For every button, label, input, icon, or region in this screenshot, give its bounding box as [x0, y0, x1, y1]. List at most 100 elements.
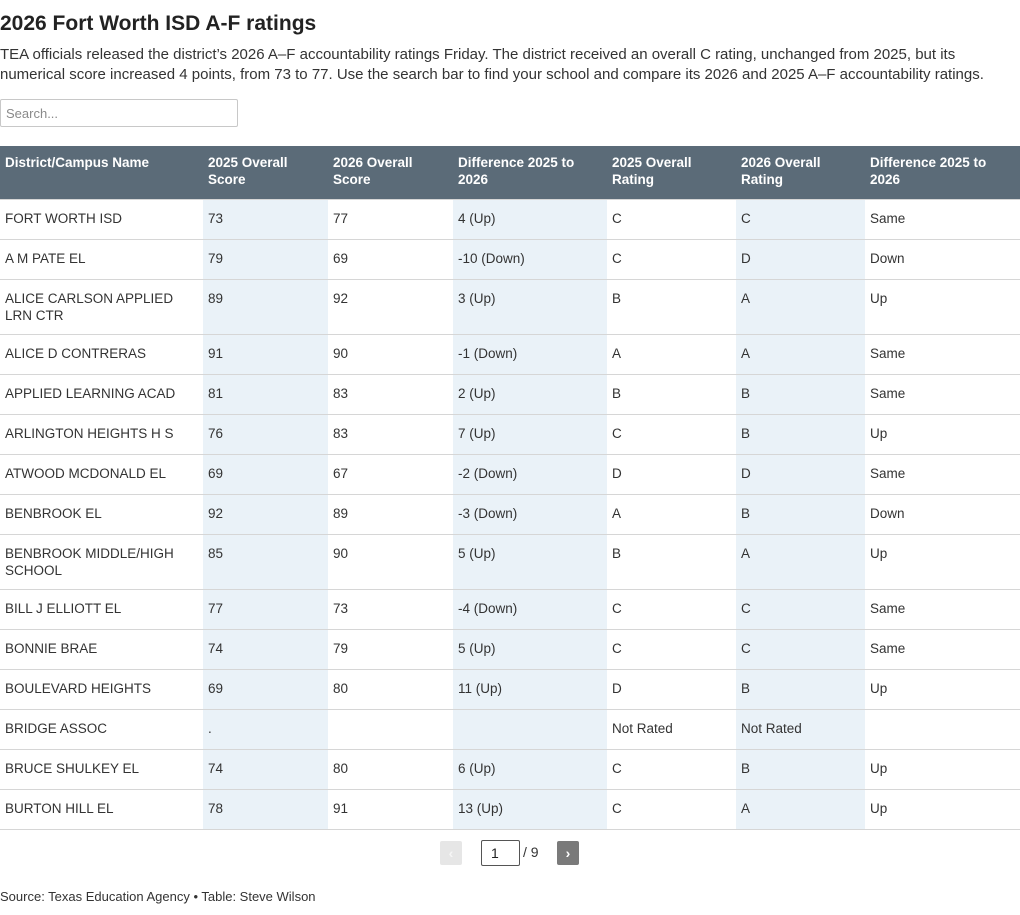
- column-header-rating-difference[interactable]: Difference 2025 to 2026: [865, 146, 1020, 200]
- cell-score-2026: 89: [328, 494, 453, 535]
- cell-rating-2026: C: [736, 589, 865, 630]
- cell-rating-difference: Up: [865, 534, 1020, 590]
- table-row: BENBROOK EL 92 89 -3 (Down) A B Down: [0, 494, 1020, 535]
- chevron-right-icon: ›: [565, 845, 571, 861]
- cell-score-difference: 2 (Up): [453, 374, 607, 415]
- page-total: / 9: [523, 844, 539, 860]
- cell-score-difference: [453, 709, 607, 750]
- cell-score-2025: 74: [203, 629, 328, 670]
- cell-rating-difference: Same: [865, 199, 1020, 240]
- table-row: FORT WORTH ISD 73 77 4 (Up) C C Same: [0, 199, 1020, 240]
- cell-rating-difference: Down: [865, 494, 1020, 535]
- cell-rating-2026: B: [736, 749, 865, 790]
- cell-campus-name: BURTON HILL EL: [0, 789, 203, 830]
- column-header-2025-score[interactable]: 2025 Overall Score: [203, 146, 328, 200]
- cell-rating-difference: Same: [865, 589, 1020, 630]
- cell-score-2025: 73: [203, 199, 328, 240]
- cell-score-2025: 79: [203, 239, 328, 280]
- page-number-input[interactable]: [481, 840, 520, 866]
- cell-score-2026: 79: [328, 629, 453, 670]
- cell-rating-difference: Same: [865, 629, 1020, 670]
- column-header-2025-rating[interactable]: 2025 Overall Rating: [607, 146, 736, 200]
- cell-campus-name: APPLIED LEARNING ACAD: [0, 374, 203, 415]
- cell-rating-difference: Down: [865, 239, 1020, 280]
- cell-rating-2026: D: [736, 239, 865, 280]
- cell-score-difference: 11 (Up): [453, 669, 607, 710]
- column-header-2026-score[interactable]: 2026 Overall Score: [328, 146, 453, 200]
- table-row: BOULEVARD HEIGHTS 69 80 11 (Up) D B Up: [0, 669, 1020, 710]
- cell-score-2025: 69: [203, 454, 328, 495]
- cell-score-difference: 5 (Up): [453, 629, 607, 670]
- cell-score-difference: -3 (Down): [453, 494, 607, 535]
- cell-score-2026: 80: [328, 749, 453, 790]
- cell-campus-name: ATWOOD MCDONALD EL: [0, 454, 203, 495]
- cell-score-difference: 5 (Up): [453, 534, 607, 590]
- cell-campus-name: BENBROOK MIDDLE/HIGH SCHOOL: [0, 534, 203, 590]
- table-row: ARLINGTON HEIGHTS H S 76 83 7 (Up) C B Up: [0, 414, 1020, 455]
- column-header-score-difference[interactable]: Difference 2025 to 2026: [453, 146, 607, 200]
- cell-score-2026: 90: [328, 534, 453, 590]
- prev-page-button[interactable]: ‹: [440, 841, 462, 865]
- cell-rating-2026: B: [736, 669, 865, 710]
- table-row: A M PATE EL 79 69 -10 (Down) C D Down: [0, 239, 1020, 280]
- cell-rating-2025: B: [607, 534, 736, 590]
- cell-score-2025: 69: [203, 669, 328, 710]
- cell-score-2026: 83: [328, 414, 453, 455]
- cell-rating-2025: C: [607, 789, 736, 830]
- table-row: ATWOOD MCDONALD EL 69 67 -2 (Down) D D Same: [0, 454, 1020, 495]
- cell-rating-2025: C: [607, 414, 736, 455]
- cell-campus-name: BOULEVARD HEIGHTS: [0, 669, 203, 710]
- table-row: BILL J ELLIOTT EL 77 73 -4 (Down) C C Same: [0, 589, 1020, 630]
- cell-rating-2025: C: [607, 629, 736, 670]
- cell-campus-name: BENBROOK EL: [0, 494, 203, 535]
- table-row: APPLIED LEARNING ACAD 81 83 2 (Up) B B Same: [0, 374, 1020, 415]
- table-header-row: District/Campus Name 2025 Overall Score …: [0, 146, 1020, 200]
- cell-rating-2025: Not Rated: [607, 709, 736, 750]
- cell-score-2025: 81: [203, 374, 328, 415]
- cell-rating-difference: [865, 709, 1020, 750]
- table-row: BENBROOK MIDDLE/HIGH SCHOOL 85 90 5 (Up) B A U…: [0, 534, 1020, 590]
- cell-score-2026: 69: [328, 239, 453, 280]
- cell-score-2025: 77: [203, 589, 328, 630]
- cell-campus-name: BRUCE SHULKEY EL: [0, 749, 203, 790]
- cell-score-difference: 13 (Up): [453, 789, 607, 830]
- cell-score-2026: 77: [328, 199, 453, 240]
- column-header-2026-rating[interactable]: 2026 Overall Rating: [736, 146, 865, 200]
- cell-rating-2025: C: [607, 239, 736, 280]
- cell-rating-2026: A: [736, 334, 865, 375]
- ratings-table: District/Campus Name 2025 Overall Score …: [0, 146, 1020, 830]
- cell-campus-name: BONNIE BRAE: [0, 629, 203, 670]
- cell-campus-name: ARLINGTON HEIGHTS H S: [0, 414, 203, 455]
- table-row: BRUCE SHULKEY EL 74 80 6 (Up) C B Up: [0, 749, 1020, 790]
- cell-score-difference: 4 (Up): [453, 199, 607, 240]
- cell-campus-name: ALICE CARLSON APPLIED LRN CTR: [0, 279, 203, 335]
- cell-rating-2025: C: [607, 589, 736, 630]
- table-row: BURTON HILL EL 78 91 13 (Up) C A Up: [0, 789, 1020, 830]
- cell-score-difference: -2 (Down): [453, 454, 607, 495]
- cell-rating-difference: Up: [865, 749, 1020, 790]
- cell-rating-2026: D: [736, 454, 865, 495]
- chevron-left-icon: ‹: [448, 845, 454, 861]
- cell-rating-difference: Up: [865, 669, 1020, 710]
- cell-rating-2026: B: [736, 494, 865, 535]
- cell-rating-2026: C: [736, 199, 865, 240]
- cell-rating-2025: B: [607, 279, 736, 335]
- cell-score-2026: 92: [328, 279, 453, 335]
- cell-rating-difference: Up: [865, 789, 1020, 830]
- next-page-button[interactable]: ›: [557, 841, 579, 865]
- cell-score-difference: 6 (Up): [453, 749, 607, 790]
- cell-rating-2026: A: [736, 534, 865, 590]
- cell-score-difference: -10 (Down): [453, 239, 607, 280]
- cell-rating-difference: Same: [865, 334, 1020, 375]
- cell-score-2025: 89: [203, 279, 328, 335]
- column-header-campus-name[interactable]: District/Campus Name: [0, 146, 203, 200]
- cell-rating-2026: Not Rated: [736, 709, 865, 750]
- cell-rating-2025: A: [607, 494, 736, 535]
- cell-score-2026: 83: [328, 374, 453, 415]
- cell-campus-name: ALICE D CONTRERAS: [0, 334, 203, 375]
- search-input[interactable]: [0, 99, 238, 127]
- cell-rating-2025: D: [607, 454, 736, 495]
- cell-rating-difference: Up: [865, 279, 1020, 335]
- cell-rating-2026: B: [736, 414, 865, 455]
- cell-score-2025: 78: [203, 789, 328, 830]
